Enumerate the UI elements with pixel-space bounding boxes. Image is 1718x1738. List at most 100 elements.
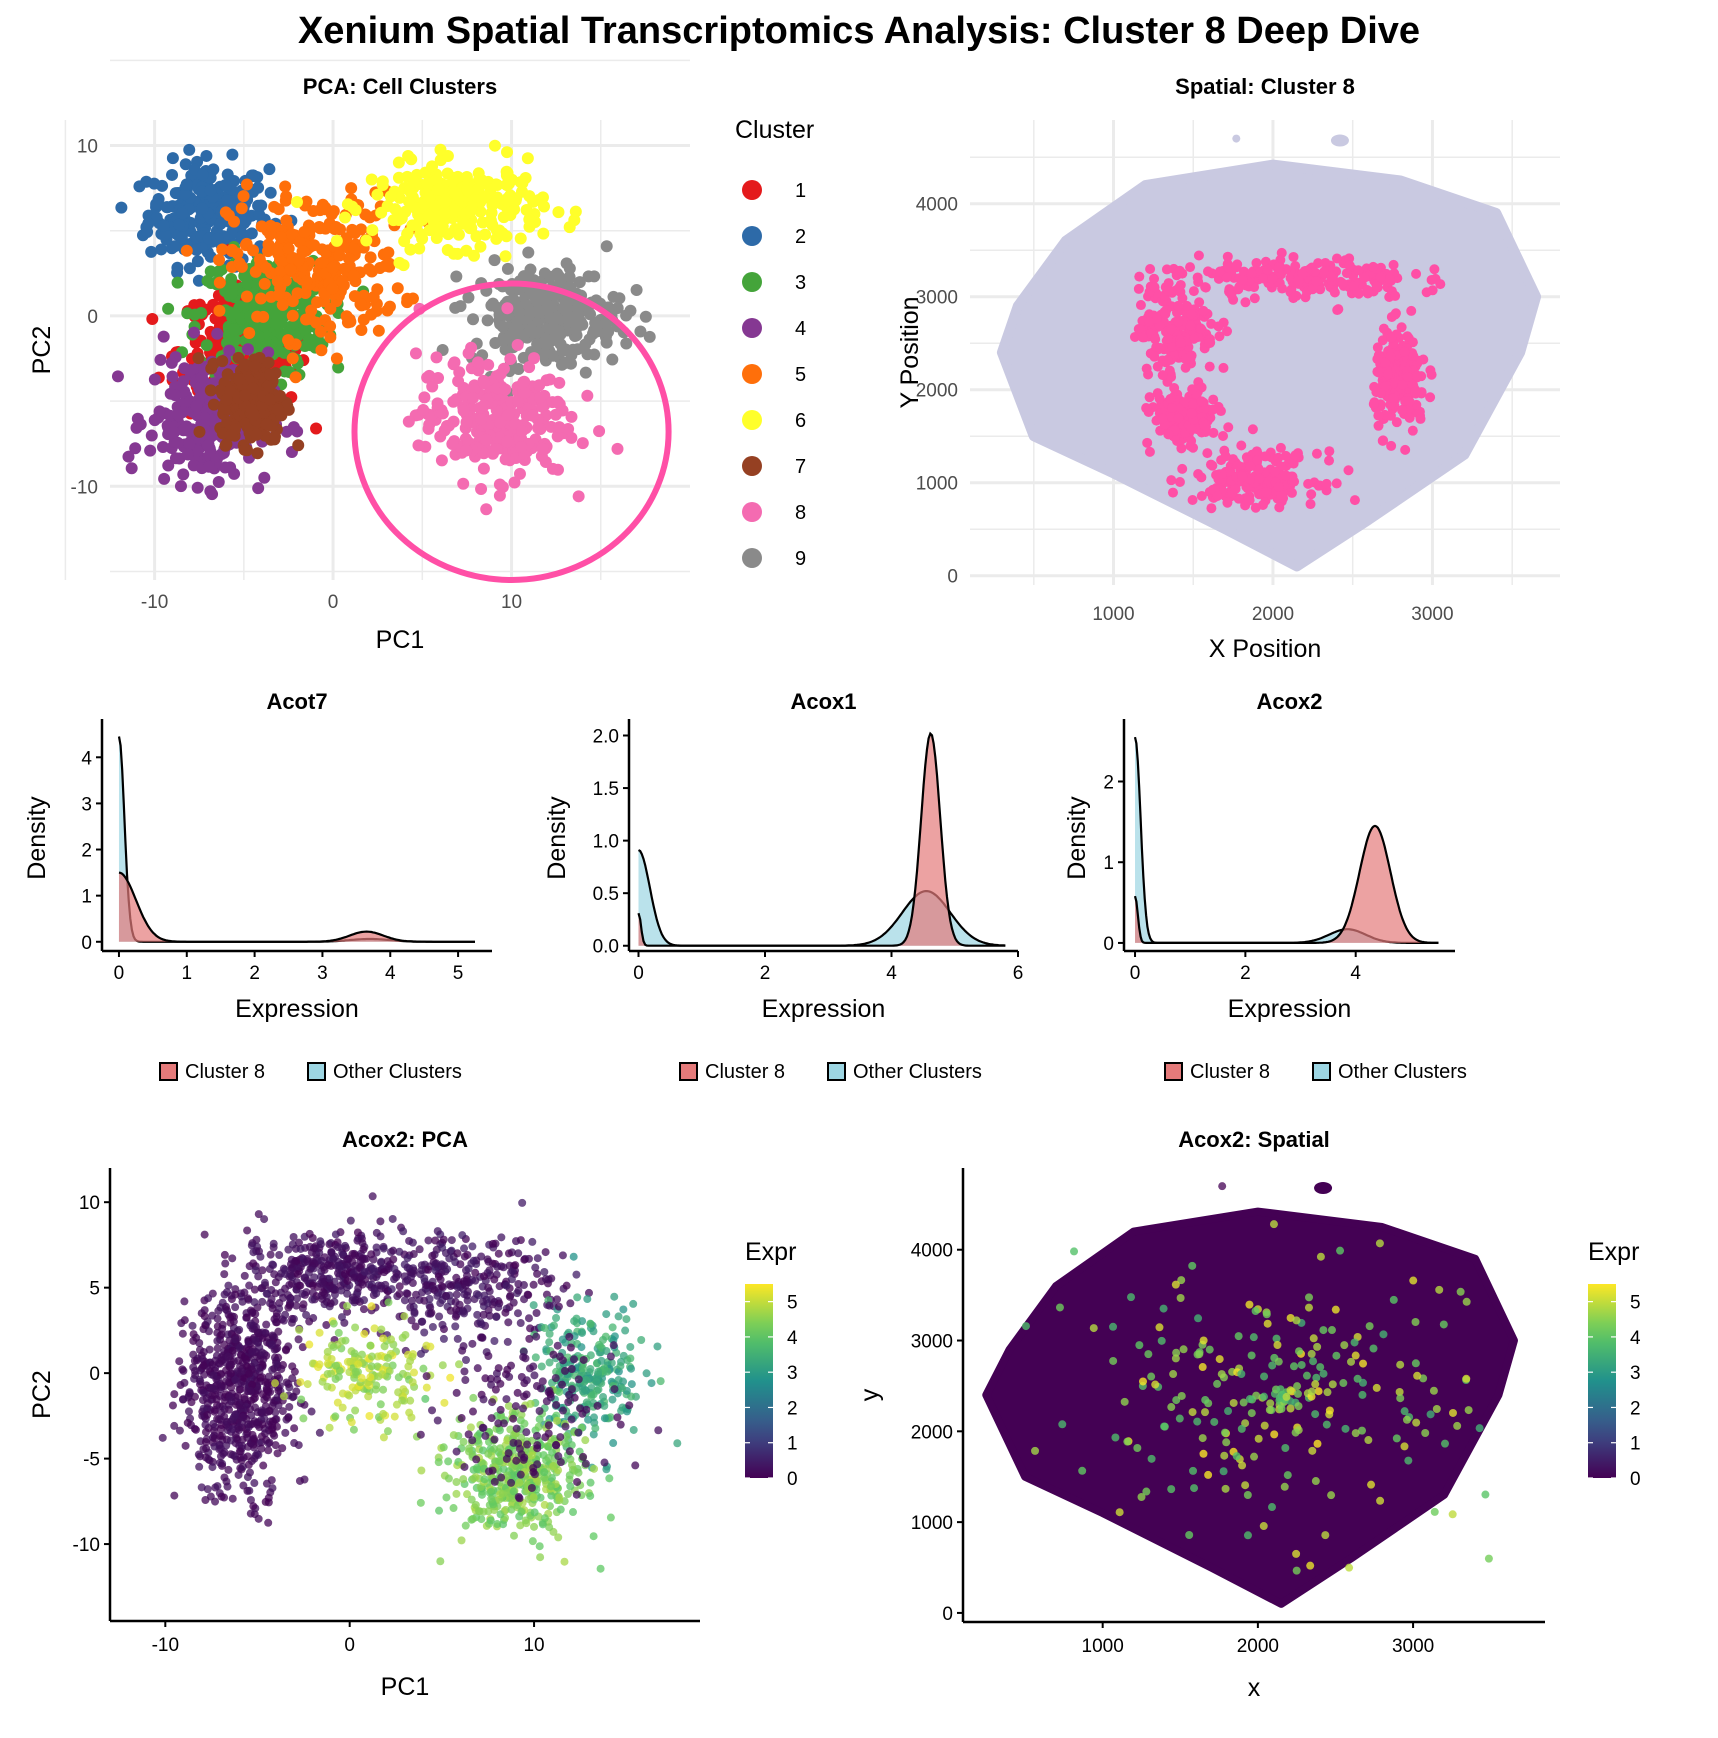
point-cluster-6 (341, 198, 354, 211)
point-cluster-2 (214, 217, 227, 230)
y-tick-label: 1.0 (593, 832, 619, 853)
point-cluster8 (1254, 473, 1265, 484)
point-cluster-4 (177, 424, 190, 437)
point-cluster-4 (165, 356, 178, 369)
density-title: Acox1 (790, 689, 856, 714)
point (273, 1371, 282, 1380)
point (242, 1313, 251, 1322)
point-cluster8 (1206, 404, 1217, 415)
point (175, 1426, 184, 1435)
point-cluster-6 (376, 175, 389, 188)
point-cluster-8 (494, 368, 507, 381)
point-cluster-2 (253, 208, 266, 221)
y-tick-label: 1 (81, 887, 92, 908)
point (343, 1307, 352, 1316)
point (474, 1291, 483, 1300)
point-cluster-9 (589, 316, 602, 329)
point-cluster8 (1377, 335, 1388, 346)
point-cluster-3 (298, 323, 311, 336)
point (376, 1232, 385, 1241)
legend-label-cluster8: Cluster 8 (705, 1061, 785, 1083)
point-cluster8 (1411, 371, 1422, 382)
point-cluster8 (1232, 460, 1243, 471)
point (275, 1251, 284, 1260)
point-cluster-7 (217, 402, 230, 415)
point-cluster-8 (438, 424, 451, 437)
point-cluster8 (1162, 333, 1173, 344)
legend-swatch-cluster-8 (742, 502, 762, 522)
point-cluster-8 (526, 409, 539, 422)
point (222, 1441, 231, 1450)
point (292, 1387, 301, 1396)
point-cluster8 (1173, 282, 1184, 293)
legend-label-cluster-8: 8 (795, 502, 806, 524)
y-axis-label: Density (1063, 796, 1091, 880)
point-cluster-9 (501, 262, 514, 275)
point-cluster-3 (228, 307, 241, 320)
point-cluster-9 (549, 333, 562, 346)
point-cluster-8 (422, 422, 435, 435)
point (558, 1251, 567, 1260)
point-cluster8 (1160, 308, 1171, 319)
point-cluster8 (1186, 423, 1197, 434)
point-cluster8 (1253, 464, 1264, 475)
point-cluster-5 (348, 227, 361, 240)
legend-label-cluster-2: 2 (795, 226, 806, 248)
point-cluster-8 (499, 453, 512, 466)
legend-swatch-cluster-2 (742, 226, 762, 246)
point-cluster-2 (179, 158, 192, 171)
point (254, 1210, 263, 1219)
x-tick-label: 2000 (1252, 604, 1294, 625)
point-cluster8 (1214, 266, 1225, 277)
point-cluster-7 (271, 403, 284, 416)
point (589, 1430, 598, 1439)
point-cluster8 (1206, 503, 1217, 514)
point (245, 1369, 254, 1378)
point (264, 1518, 273, 1527)
point-cluster-8 (549, 408, 562, 421)
point-cluster-2 (157, 219, 170, 232)
point-cluster-9 (613, 292, 626, 305)
point (250, 1434, 259, 1443)
point-cluster-1 (146, 312, 159, 325)
point-cluster-5 (401, 296, 414, 309)
point (309, 1314, 318, 1323)
point (209, 1371, 218, 1380)
point-cluster8 (1324, 455, 1335, 466)
point-cluster-9 (486, 297, 499, 310)
density-line-cluster8 (1133, 824, 1439, 944)
point (480, 1291, 489, 1300)
point-cluster-4 (201, 439, 214, 452)
point (201, 1438, 210, 1447)
point (244, 1420, 253, 1429)
point (308, 1281, 317, 1290)
point-cluster-2 (211, 232, 224, 245)
point-cluster-8 (533, 379, 546, 392)
point-cluster-4 (187, 326, 200, 339)
point (289, 1232, 298, 1241)
point (503, 1337, 512, 1346)
point (424, 1265, 433, 1274)
point-cluster-6 (371, 188, 384, 201)
point-cluster8 (1343, 465, 1354, 476)
point (512, 1237, 521, 1246)
point-cluster8 (1129, 331, 1140, 342)
point-cluster-8 (423, 369, 436, 382)
point-cluster-9 (600, 336, 613, 349)
point (189, 1330, 198, 1339)
point (358, 1254, 367, 1263)
point-cluster-4 (171, 436, 184, 449)
point (220, 1270, 229, 1279)
point-cluster-2 (264, 186, 277, 199)
point-cluster-6 (404, 243, 417, 256)
point-cluster8 (1211, 469, 1222, 480)
point (317, 1256, 326, 1265)
tissue-background-cells (1330, 134, 1349, 147)
point (170, 1390, 179, 1399)
point-cluster-2 (168, 240, 181, 253)
point-cluster-6 (510, 192, 523, 205)
point-cluster8 (1280, 450, 1291, 461)
x-tick-label: 4 (886, 963, 897, 984)
point (279, 1293, 288, 1302)
point-cluster8 (1391, 417, 1402, 428)
